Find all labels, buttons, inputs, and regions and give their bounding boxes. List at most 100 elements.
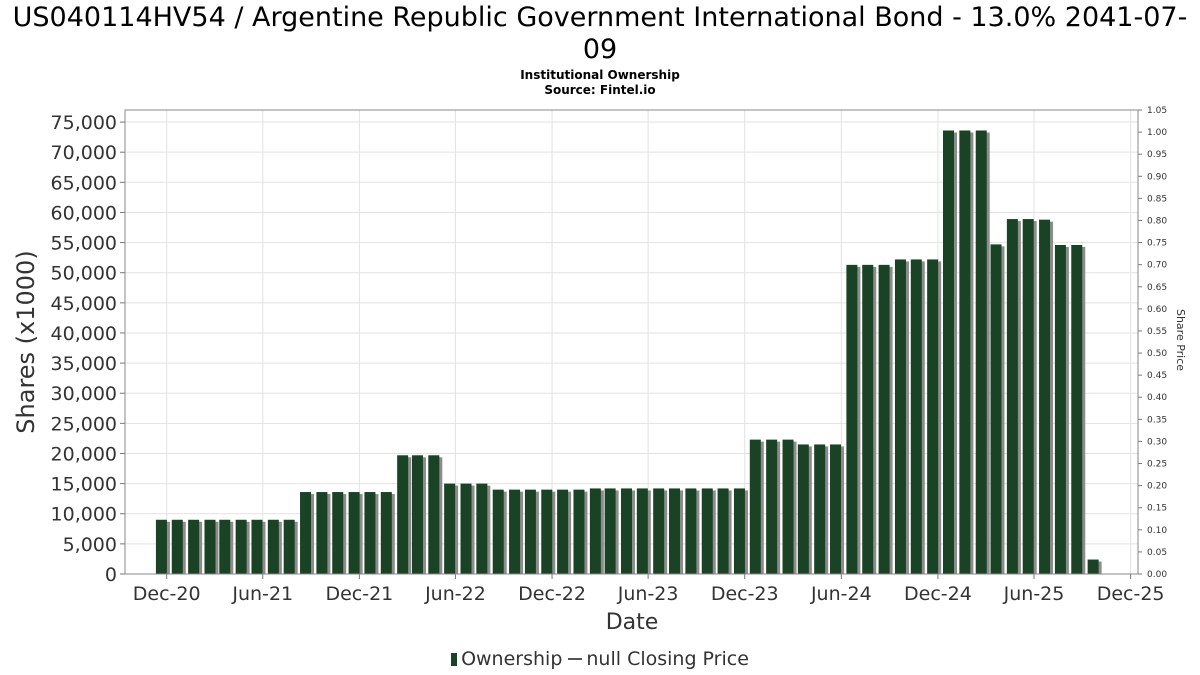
ownership-bar — [188, 519, 200, 574]
ownership-bar — [541, 489, 553, 574]
ownership-bar — [669, 488, 681, 574]
ownership-bar — [846, 264, 858, 574]
y-tick-label: 45,000 — [51, 293, 117, 315]
y-tick-label: 5,000 — [63, 534, 117, 556]
y2-tick-label: 0.15 — [1147, 504, 1167, 514]
ownership-bar — [749, 439, 761, 574]
y2-tick-label: 0.35 — [1147, 415, 1167, 425]
y-tick-label: 35,000 — [51, 353, 117, 375]
ownership-bar — [604, 488, 616, 574]
ownership-bar — [990, 244, 1002, 575]
ownership-bar — [332, 492, 344, 574]
x-tick-label: Jun-22 — [424, 583, 486, 605]
y2-tick-label: 0.40 — [1147, 393, 1167, 403]
y2-tick-label: 1.00 — [1147, 128, 1167, 138]
ownership-bar — [428, 455, 440, 574]
y2-tick-label: 0.55 — [1147, 327, 1167, 337]
ownership-bar — [1039, 219, 1051, 574]
ownership-bar — [348, 492, 360, 574]
ownership-bar — [717, 488, 729, 574]
x-tick-label: Dec-24 — [904, 583, 972, 605]
y-tick-label: 0 — [105, 564, 117, 586]
ownership-bar — [476, 483, 488, 574]
chart-subtitle: Institutional Ownership Source: Fintel.i… — [0, 68, 1200, 98]
subtitle-line-ownership: Institutional Ownership — [520, 68, 680, 82]
ownership-bar — [878, 264, 890, 574]
y-tick-label: 75,000 — [51, 112, 117, 134]
ownership-bar — [300, 492, 312, 574]
ownership-bar — [910, 259, 922, 574]
chart-title: US040114HV54 / Argentine Republic Govern… — [12, 2, 1188, 65]
ownership-bar — [155, 519, 167, 574]
ownership-bar — [524, 489, 536, 574]
y-tick-label: 60,000 — [51, 202, 117, 224]
x-tick-label: Dec-20 — [133, 583, 201, 605]
legend-price-label: null Closing Price — [586, 648, 749, 670]
subtitle-line-source: Source: Fintel.io — [544, 83, 656, 97]
x-tick-label: Jun-21 — [231, 583, 293, 605]
ownership-bar — [492, 489, 504, 574]
y-tick-label: 40,000 — [51, 323, 117, 345]
ownership-bar — [557, 489, 569, 574]
x-tick-label: Jun-24 — [810, 583, 872, 605]
x-tick-label: Jun-23 — [617, 583, 679, 605]
ownership-bar — [460, 483, 472, 574]
ownership-bar — [573, 489, 585, 574]
ownership-bar — [364, 492, 376, 574]
y2-tick-label: 0.70 — [1147, 261, 1167, 271]
y2-tick-label: 0.80 — [1147, 216, 1167, 226]
ownership-bar — [733, 488, 745, 574]
y2-tick-label: 0.85 — [1147, 194, 1167, 204]
ownership-bar — [251, 519, 263, 574]
y2-tick-label: 0.75 — [1147, 239, 1167, 249]
ownership-bar — [219, 519, 231, 574]
ownership-bar — [267, 519, 279, 574]
ownership-bar — [316, 492, 328, 574]
x-axis-label: Date — [606, 610, 659, 635]
y2-tick-label: 0.00 — [1147, 570, 1167, 580]
y2-tick-label: 0.65 — [1147, 283, 1167, 293]
ownership-bar — [782, 439, 794, 574]
y-tick-label: 65,000 — [51, 172, 117, 194]
ownership-bar — [685, 488, 697, 574]
x-tick-label: Dec-22 — [518, 583, 586, 605]
y2-tick-label: 0.20 — [1147, 482, 1167, 492]
x-tick-label: Jun-25 — [1003, 583, 1065, 605]
legend-price-line — [568, 658, 583, 660]
y-axis-label: Shares (x1000) — [12, 250, 40, 433]
legend-ownership-label: Ownership — [461, 648, 563, 670]
ownership-bar — [1054, 244, 1066, 574]
ownership-bar — [942, 130, 954, 574]
ownership-bar — [235, 519, 247, 574]
ownership-bar — [1006, 219, 1018, 574]
legend-ownership-swatch — [451, 653, 458, 666]
y-tick-label: 55,000 — [51, 233, 117, 255]
ownership-bar — [509, 489, 521, 574]
x-tick-label: Dec-21 — [325, 583, 393, 605]
ownership-bar — [814, 444, 826, 574]
y-tick-label: 30,000 — [51, 383, 117, 405]
y-tick-label: 10,000 — [51, 504, 117, 526]
y-tick-label: 20,000 — [51, 443, 117, 465]
y-tick-label: 50,000 — [51, 263, 117, 285]
ownership-bar — [283, 519, 295, 574]
ownership-bar — [171, 519, 183, 574]
ownership-bar — [701, 488, 713, 574]
ownership-bar — [411, 455, 423, 574]
ownership-bar — [894, 259, 906, 574]
y2-tick-label: 0.60 — [1147, 305, 1167, 315]
ownership-bar — [959, 130, 971, 574]
plot-frame — [124, 109, 1139, 575]
ownership-bar — [1087, 559, 1099, 574]
x-tick-label: Dec-25 — [1097, 583, 1165, 605]
ownership-bar — [1071, 244, 1083, 574]
y2-tick-label: 0.25 — [1147, 460, 1167, 470]
ownership-bar — [975, 130, 987, 574]
y-tick-label: 70,000 — [51, 142, 117, 164]
x-tick-label: Dec-23 — [711, 583, 779, 605]
ownership-bar — [862, 264, 874, 574]
y2-tick-label: 0.10 — [1147, 526, 1167, 536]
chart-legend: Ownership null Closing Price — [0, 648, 1200, 670]
y2-tick-label: 0.30 — [1147, 437, 1167, 447]
